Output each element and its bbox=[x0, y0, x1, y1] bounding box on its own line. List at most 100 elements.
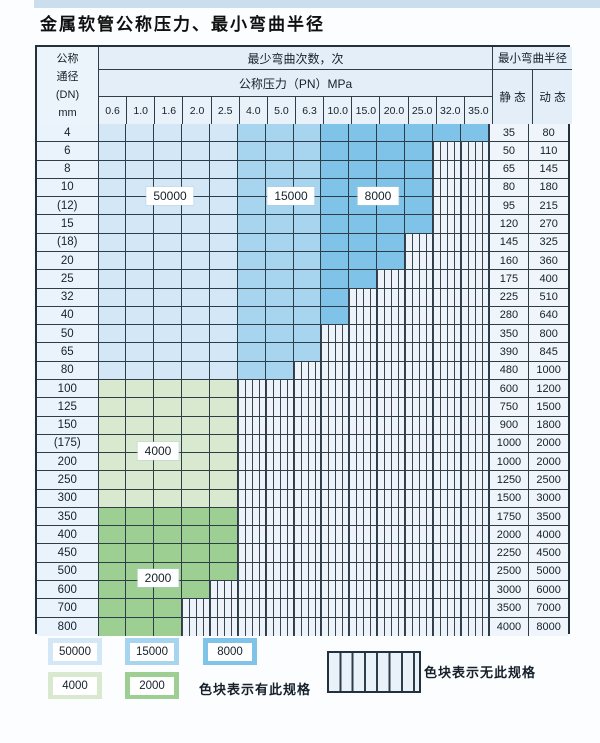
spec-available-cell bbox=[154, 124, 183, 142]
top-decorative-strip bbox=[34, 0, 600, 8]
no-spec-hatch-cell bbox=[460, 306, 489, 325]
dynamic-radius-cell: 800 bbox=[528, 325, 568, 343]
static-radius-cell: 1500 bbox=[488, 489, 529, 507]
spec-available-cell bbox=[432, 124, 461, 142]
spec-available-cell bbox=[377, 160, 405, 178]
no-spec-hatch-cell bbox=[405, 434, 433, 453]
spec-available-cell bbox=[349, 160, 378, 178]
spec-available-cell bbox=[237, 124, 266, 142]
legend-swatch: 15000 bbox=[125, 638, 179, 665]
spec-available-cell bbox=[349, 142, 378, 160]
spec-available-cell bbox=[154, 416, 183, 434]
no-spec-hatch-cell bbox=[265, 434, 294, 453]
corner-header-dn: 公称 通径 (DN) mm bbox=[37, 47, 99, 124]
no-spec-hatch-cell bbox=[432, 434, 461, 453]
no-spec-hatch-cell bbox=[209, 599, 238, 617]
spec-available-cell bbox=[182, 270, 210, 288]
legend-swatch-label: 4000 bbox=[53, 676, 97, 695]
dynamic-radius-cell: 215 bbox=[528, 197, 568, 215]
no-spec-hatch-cell bbox=[460, 160, 489, 178]
spec-available-cell bbox=[154, 599, 183, 617]
dn-cell: (175) bbox=[37, 434, 99, 453]
spec-available-cell bbox=[265, 361, 294, 379]
no-spec-hatch-cell bbox=[237, 489, 266, 507]
no-spec-hatch-cell bbox=[237, 453, 266, 471]
no-spec-hatch-cell bbox=[321, 617, 350, 636]
dn-cell: 125 bbox=[37, 398, 99, 416]
dn-cell: 700 bbox=[37, 599, 99, 617]
spec-available-cell bbox=[182, 562, 210, 581]
dynamic-radius-cell: 2000 bbox=[528, 434, 568, 453]
pressure-cells bbox=[98, 306, 489, 325]
spec-available-cell bbox=[126, 288, 155, 306]
spec-available-cell bbox=[321, 178, 350, 197]
spec-available-cell bbox=[182, 434, 210, 453]
spec-available-cell bbox=[126, 325, 155, 343]
dn-cell: 32 bbox=[37, 288, 99, 306]
no-spec-hatch-cell bbox=[405, 270, 433, 288]
static-radius-cell: 50 bbox=[488, 142, 529, 160]
no-spec-hatch-cell bbox=[237, 471, 266, 489]
pressure-tick: 2.5 bbox=[211, 97, 240, 124]
no-spec-hatch-cell bbox=[237, 416, 266, 434]
spec-available-cell bbox=[265, 343, 294, 361]
spec-available-cell bbox=[154, 306, 183, 325]
dn-cell: 350 bbox=[37, 507, 99, 526]
no-spec-hatch-cell bbox=[460, 453, 489, 471]
dn-cell: 300 bbox=[37, 489, 99, 507]
spec-available-cell bbox=[377, 142, 405, 160]
no-spec-hatch-cell bbox=[293, 599, 322, 617]
pressure-cells bbox=[98, 507, 489, 526]
spec-available-cell bbox=[405, 160, 433, 178]
pressure-cells bbox=[98, 215, 489, 233]
spec-available-cell bbox=[209, 526, 238, 544]
no-spec-hatch-cell bbox=[321, 471, 350, 489]
dynamic-radius-cell: 7000 bbox=[528, 599, 568, 617]
static-radius-cell: 350 bbox=[488, 325, 529, 343]
pressure-tick: 10.0 bbox=[324, 97, 353, 124]
spec-available-cell bbox=[126, 142, 155, 160]
spec-available-cell bbox=[405, 178, 433, 197]
dn-cell: 500 bbox=[37, 562, 99, 581]
spec-available-cell bbox=[321, 251, 350, 270]
no-spec-hatch-cell bbox=[460, 398, 489, 416]
spec-available-cell bbox=[349, 251, 378, 270]
no-spec-hatch-cell bbox=[349, 489, 378, 507]
no-spec-hatch-cell bbox=[377, 489, 405, 507]
dynamic-radius-cell: 6000 bbox=[528, 581, 568, 599]
spec-available-cell bbox=[98, 124, 127, 142]
cycle-count-label: 4000 bbox=[137, 442, 179, 460]
pressure-cells bbox=[98, 526, 489, 544]
spec-available-cell bbox=[209, 361, 238, 379]
static-radius-cell: 1250 bbox=[488, 471, 529, 489]
no-spec-hatch-cell bbox=[209, 617, 238, 636]
no-spec-hatch-cell bbox=[460, 178, 489, 197]
no-spec-hatch-cell bbox=[432, 581, 461, 599]
pressure-tick: 35.0 bbox=[464, 97, 492, 124]
spec-available-cell bbox=[154, 507, 183, 526]
no-spec-hatch-cell bbox=[321, 379, 350, 398]
spec-available-cell bbox=[321, 197, 350, 215]
pressure-cells bbox=[98, 416, 489, 434]
dynamic-radius-cell: 110 bbox=[528, 142, 568, 160]
legend-swatch: 50000 bbox=[48, 638, 102, 665]
dn-cell: 15 bbox=[37, 215, 99, 233]
no-spec-hatch-cell bbox=[460, 471, 489, 489]
table-row: 500 2500 5000 bbox=[37, 562, 568, 582]
spec-available-cell bbox=[126, 361, 155, 379]
spec-available-cell bbox=[154, 379, 183, 398]
spec-available-cell bbox=[126, 215, 155, 233]
dn-cell: 600 bbox=[37, 581, 99, 599]
no-spec-hatch-cell bbox=[405, 306, 433, 325]
pressure-cells bbox=[98, 471, 489, 489]
spec-available-cell bbox=[209, 398, 238, 416]
spec-available-cell bbox=[209, 507, 238, 526]
spec-available-cell bbox=[154, 215, 183, 233]
no-spec-hatch-cell bbox=[265, 617, 294, 636]
static-radius-cell: 80 bbox=[488, 178, 529, 197]
dn-cell: 200 bbox=[37, 453, 99, 471]
static-radius-cell: 2500 bbox=[488, 562, 529, 581]
no-spec-hatch-cell bbox=[432, 178, 461, 197]
spec-available-cell bbox=[237, 288, 266, 306]
pressure-tick: 0.6 bbox=[99, 97, 128, 124]
